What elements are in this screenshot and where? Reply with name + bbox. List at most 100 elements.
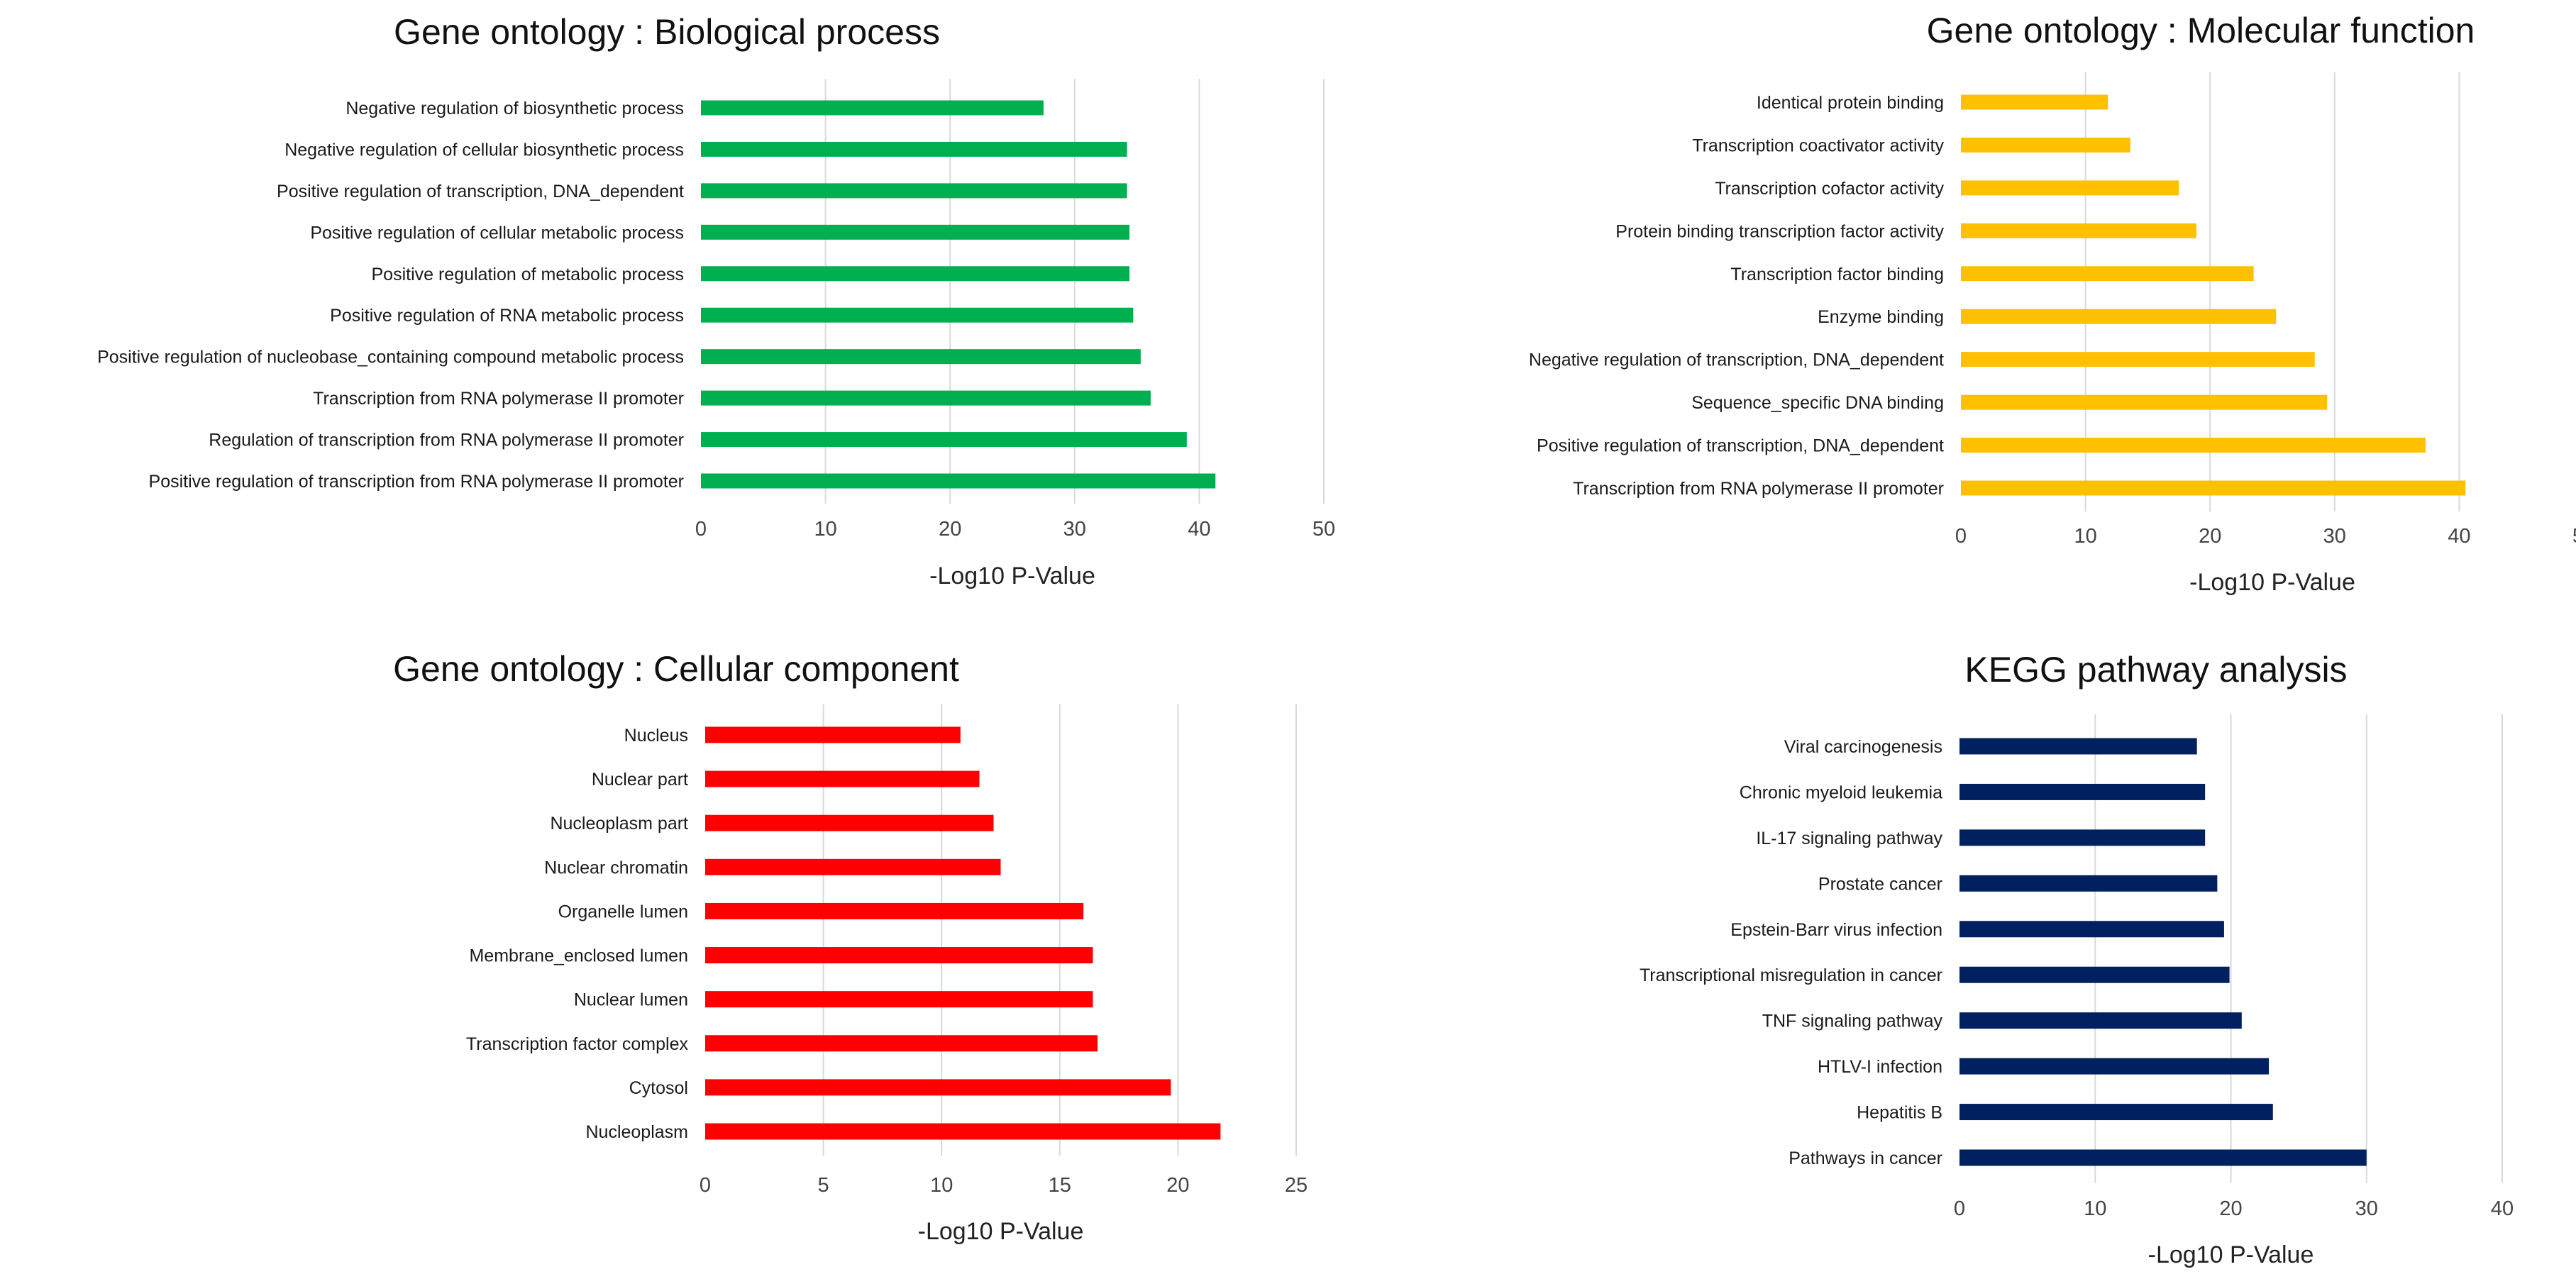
category-label: Nucleoplasm part xyxy=(550,814,688,834)
tick-label: 5 xyxy=(818,1174,829,1197)
category-label: Nuclear lumen xyxy=(574,990,688,1010)
category-label: Negative regulation of cellular biosynth… xyxy=(284,140,684,160)
bar xyxy=(1961,309,2277,324)
category-label: Transcription cofactor activity xyxy=(1715,179,1944,199)
tick-label: 20 xyxy=(939,518,961,541)
tick-label: 10 xyxy=(814,518,836,541)
category-label: Nuclear chromatin xyxy=(544,858,688,877)
bar xyxy=(1959,875,2218,892)
bar xyxy=(701,307,1134,323)
category-label: Negative regulation of biosynthetic proc… xyxy=(346,99,684,118)
bar xyxy=(1959,1149,2367,1166)
tick-label: 30 xyxy=(2355,1197,2378,1220)
chart-title: Gene ontology : Molecular function xyxy=(1927,11,2475,50)
tick-label: 30 xyxy=(1063,518,1086,541)
category-label: Protein binding transcription factor act… xyxy=(1615,221,1944,241)
chart-title: KEGG pathway analysis xyxy=(1964,650,2347,690)
bar xyxy=(1961,394,2328,410)
bar xyxy=(1959,966,2230,983)
bar xyxy=(1961,223,2196,238)
tick-label: 15 xyxy=(1049,1174,1071,1197)
category-label: Pathways in cancer xyxy=(1789,1148,1942,1168)
tick-label: 40 xyxy=(1188,518,1210,541)
bar xyxy=(701,141,1127,157)
category-label: Positive regulation of transcription, DN… xyxy=(277,182,684,201)
bar xyxy=(705,770,980,787)
bar xyxy=(701,224,1130,240)
category-label: HTLV-I infection xyxy=(1818,1057,1942,1077)
category-label: TNF signaling pathway xyxy=(1762,1012,1943,1031)
tick-label: 10 xyxy=(930,1174,953,1197)
category-label: Hepatitis B xyxy=(1857,1103,1942,1123)
bar xyxy=(1959,1012,2242,1029)
x-axis-title: -Log10 P-Value xyxy=(2189,569,2355,596)
bar xyxy=(701,390,1151,406)
category-label: Transcription coactivator activity xyxy=(1692,135,1944,155)
tick-label: 20 xyxy=(2219,1197,2242,1220)
tick-label: 25 xyxy=(1285,1174,1308,1197)
bar xyxy=(1959,829,2206,846)
category-label: Positive regulation of transcription fro… xyxy=(149,472,684,492)
category-label: Membrane_enclosed lumen xyxy=(469,946,688,966)
bar xyxy=(701,266,1130,282)
bar xyxy=(1961,266,2254,282)
bar xyxy=(701,100,1044,116)
tick-label: 0 xyxy=(1955,525,1967,548)
category-label: Organelle lumen xyxy=(558,902,688,921)
tick-label: 50 xyxy=(2572,525,2576,548)
bar xyxy=(1959,738,2197,755)
tick-label: 0 xyxy=(695,518,707,541)
tick-label: 0 xyxy=(700,1174,711,1197)
bar xyxy=(1961,94,2108,110)
bar xyxy=(705,1035,1098,1052)
category-label: Transcription from RNA polymerase II pro… xyxy=(1573,479,1944,499)
chart-panel-3: Gene ontology : Cellular component Nucleu… xyxy=(393,649,1308,1245)
chart-title: Gene ontology : Biological process xyxy=(394,12,940,52)
category-label: Identical protein binding xyxy=(1757,93,1944,113)
bar xyxy=(705,1079,1171,1096)
category-label: Nucleus xyxy=(624,726,688,746)
tick-label: 50 xyxy=(1312,518,1335,541)
category-label: Epstein-Barr virus infection xyxy=(1730,920,1942,940)
category-label: Cytosol xyxy=(629,1078,688,1098)
bar xyxy=(705,991,1093,1008)
tick-label: 0 xyxy=(1954,1197,1965,1220)
x-axis-title: -Log10 P-Value xyxy=(918,1218,1084,1245)
bar xyxy=(705,726,961,743)
bar xyxy=(705,947,1093,964)
category-label: Prostate cancer xyxy=(1818,874,1942,894)
tick-label: 10 xyxy=(2084,1197,2106,1220)
bar xyxy=(1959,783,2206,800)
tick-label: 10 xyxy=(2074,525,2096,548)
bar xyxy=(1961,352,2315,367)
category-label: IL-17 signaling pathway xyxy=(1756,829,1942,848)
bar xyxy=(701,432,1187,448)
x-axis-title: -Log10 P-Value xyxy=(929,563,1095,589)
category-label: Transcription from RNA polymerase II pro… xyxy=(313,389,684,409)
bar xyxy=(705,902,1084,919)
tick-label: 30 xyxy=(2323,525,2346,548)
category-label: Viral carcinogenesis xyxy=(1784,737,1942,757)
category-label: Positive regulation of cellular metaboli… xyxy=(310,223,684,243)
x-axis-title: -Log10 P-Value xyxy=(2148,1241,2314,1268)
category-label: Negative regulation of transcription, DN… xyxy=(1529,350,1944,370)
category-label: Regulation of transcription from RNA pol… xyxy=(209,431,684,450)
bar xyxy=(1961,137,2130,153)
bar xyxy=(1961,180,2179,196)
category-label: Positive regulation of nucleobase_contai… xyxy=(97,348,684,367)
chart-title: Gene ontology : Cellular component xyxy=(393,649,959,689)
category-label: Nucleoplasm xyxy=(585,1122,688,1142)
bar xyxy=(1959,1104,2273,1121)
bar xyxy=(1959,1058,2270,1075)
tick-label: 20 xyxy=(1166,1174,1189,1197)
category-label: Transcription factor complex xyxy=(466,1034,689,1054)
chart-panel-2: Gene ontology : Molecular function Identi… xyxy=(1529,11,2576,596)
chart-panel-1: Gene ontology : Biological process Negati… xyxy=(97,12,1335,589)
bar xyxy=(701,473,1216,489)
category-label: Positive regulation of transcription, DN… xyxy=(1537,436,1944,456)
bar xyxy=(1959,921,2224,938)
tick-label: 40 xyxy=(2448,525,2470,548)
category-label: Sequence_specific DNA binding xyxy=(1691,393,1944,413)
category-label: Nuclear part xyxy=(592,770,688,790)
